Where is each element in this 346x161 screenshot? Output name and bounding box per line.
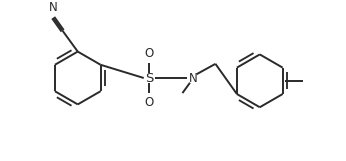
Text: S: S — [145, 71, 154, 85]
Text: O: O — [145, 47, 154, 60]
Text: N: N — [49, 1, 57, 14]
Text: N: N — [189, 71, 197, 85]
Text: O: O — [145, 96, 154, 109]
